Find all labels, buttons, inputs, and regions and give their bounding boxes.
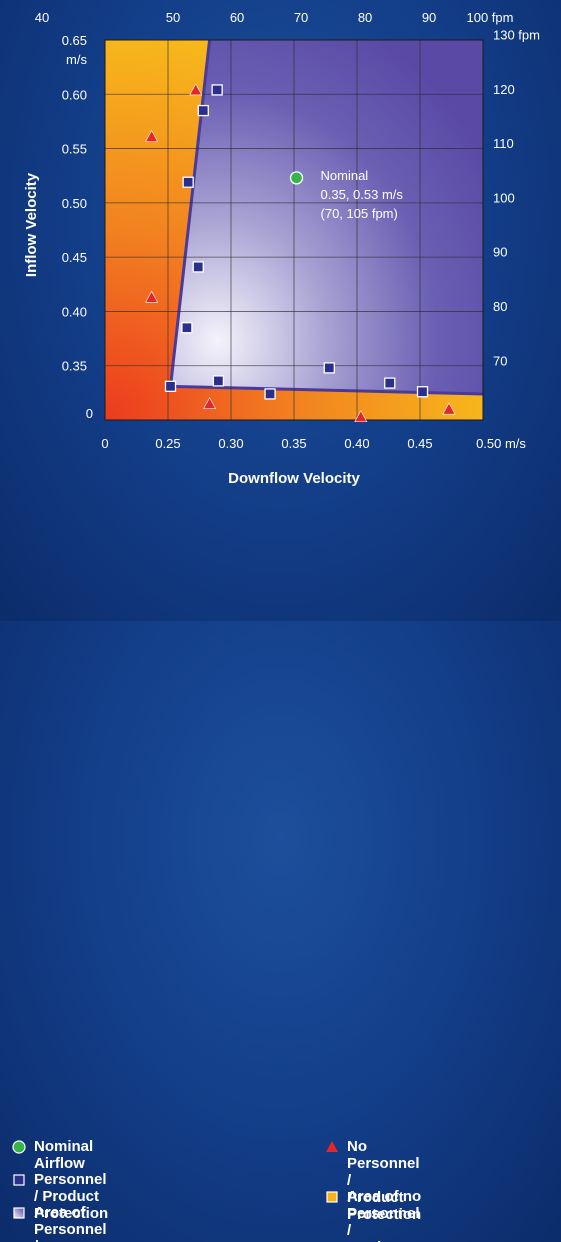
legend-label: Area of no Personnel / Product Protectio…: [347, 1188, 422, 1242]
personnel-protection-point: [182, 176, 194, 188]
y-tick-label: 0.65: [62, 33, 87, 48]
personnel-protection-point: [211, 84, 223, 96]
top-tick-label: 50: [166, 10, 180, 25]
no-protection-point: [442, 402, 456, 415]
annotation-nominal-line: 0.35, 0.53 m/s: [321, 187, 404, 202]
x-tick-label: 0.30: [218, 436, 243, 451]
right-tick-label: 130 fpm: [493, 28, 540, 43]
legend-marker-circle: [12, 1140, 26, 1154]
y-tick-label: 0.55: [62, 142, 87, 157]
top-tick-label: 90: [422, 10, 436, 25]
plot-frame: [104, 39, 484, 421]
boundary-bottom: [170, 384, 484, 396]
top-tick-label: 80: [358, 10, 372, 25]
personnel-protection-point: [192, 261, 204, 273]
x-tick-label: 0.40: [344, 436, 369, 451]
legend-marker-square-gradient: [13, 1207, 25, 1219]
right-tick-label: 100: [493, 190, 515, 205]
top-tick-label: 60: [230, 10, 244, 25]
annotation-nominal-line: (70, 105 fpm): [321, 206, 398, 221]
y-tick-label: 0.60: [62, 87, 87, 102]
no-protection-point: [203, 397, 217, 410]
y-unit-label: m/s: [66, 52, 87, 67]
personnel-protection-point: [212, 375, 225, 387]
top-tick-label: 40: [35, 10, 49, 25]
right-tick-label: 110: [493, 136, 514, 151]
right-tick-label: 70: [493, 353, 507, 368]
x-tick-label: 0.35: [281, 436, 306, 451]
nominal-point: [289, 171, 304, 185]
top-tick-label: 100 fpm: [467, 10, 514, 25]
y-axis-title: Inflow Velocity: [23, 172, 40, 277]
personnel-protection-point: [164, 380, 177, 392]
legend-marker-triangle: [326, 1141, 338, 1152]
right-tick-label: 120: [493, 82, 515, 97]
x-axis-title: Downflow Velocity: [228, 470, 360, 487]
top-tick-label: 70: [294, 10, 308, 25]
x-tick-label: 0.50 m/s: [476, 436, 526, 451]
y-tick-label: 0: [86, 406, 93, 421]
y-tick-label: 0.40: [62, 304, 87, 319]
legend-label: Nominal Airflow: [34, 1138, 94, 1172]
no-protection-point: [145, 290, 159, 303]
personnel-protection-point: [181, 322, 193, 334]
legend-marker-square: [13, 1174, 25, 1186]
right-tick-label: 90: [493, 245, 507, 260]
personnel-protection-point: [416, 386, 429, 398]
annotation-nominal-line: Nominal: [321, 168, 369, 183]
legend-label: Area of Personnel / Product Protection: [34, 1204, 107, 1242]
chart-svg: 0 0.25 0.30 0.35 0.40 0.45 0.50 m/s 0 0.35 0.40 0.…: [23, 10, 540, 487]
region-protection: [170, 40, 483, 394]
x-tick-label: 0: [101, 436, 108, 451]
no-protection-point: [145, 130, 159, 142]
boundary-left: [169, 39, 212, 387]
y-tick-label: 0.50: [62, 196, 87, 211]
y-tick-label: 0.35: [62, 359, 87, 374]
x-tick-label: 0.45: [407, 436, 432, 451]
no-protection-point: [354, 410, 368, 423]
right-tick-label: 80: [493, 299, 507, 314]
chart-figure: 0 0.25 0.30 0.35 0.40 0.45 0.50 m/s 0 0.35 0.40 0.…: [13, 10, 540, 1218]
y-tick-label: 0.45: [62, 250, 87, 265]
personnel-protection-point: [264, 388, 276, 400]
personnel-protection-point: [323, 362, 335, 374]
no-protection-point: [189, 83, 203, 96]
personnel-protection-point: [384, 377, 396, 389]
x-tick-label: 0.25: [155, 436, 180, 451]
legend-marker-square-orange: [326, 1191, 338, 1203]
personnel-protection-point: [197, 104, 209, 117]
